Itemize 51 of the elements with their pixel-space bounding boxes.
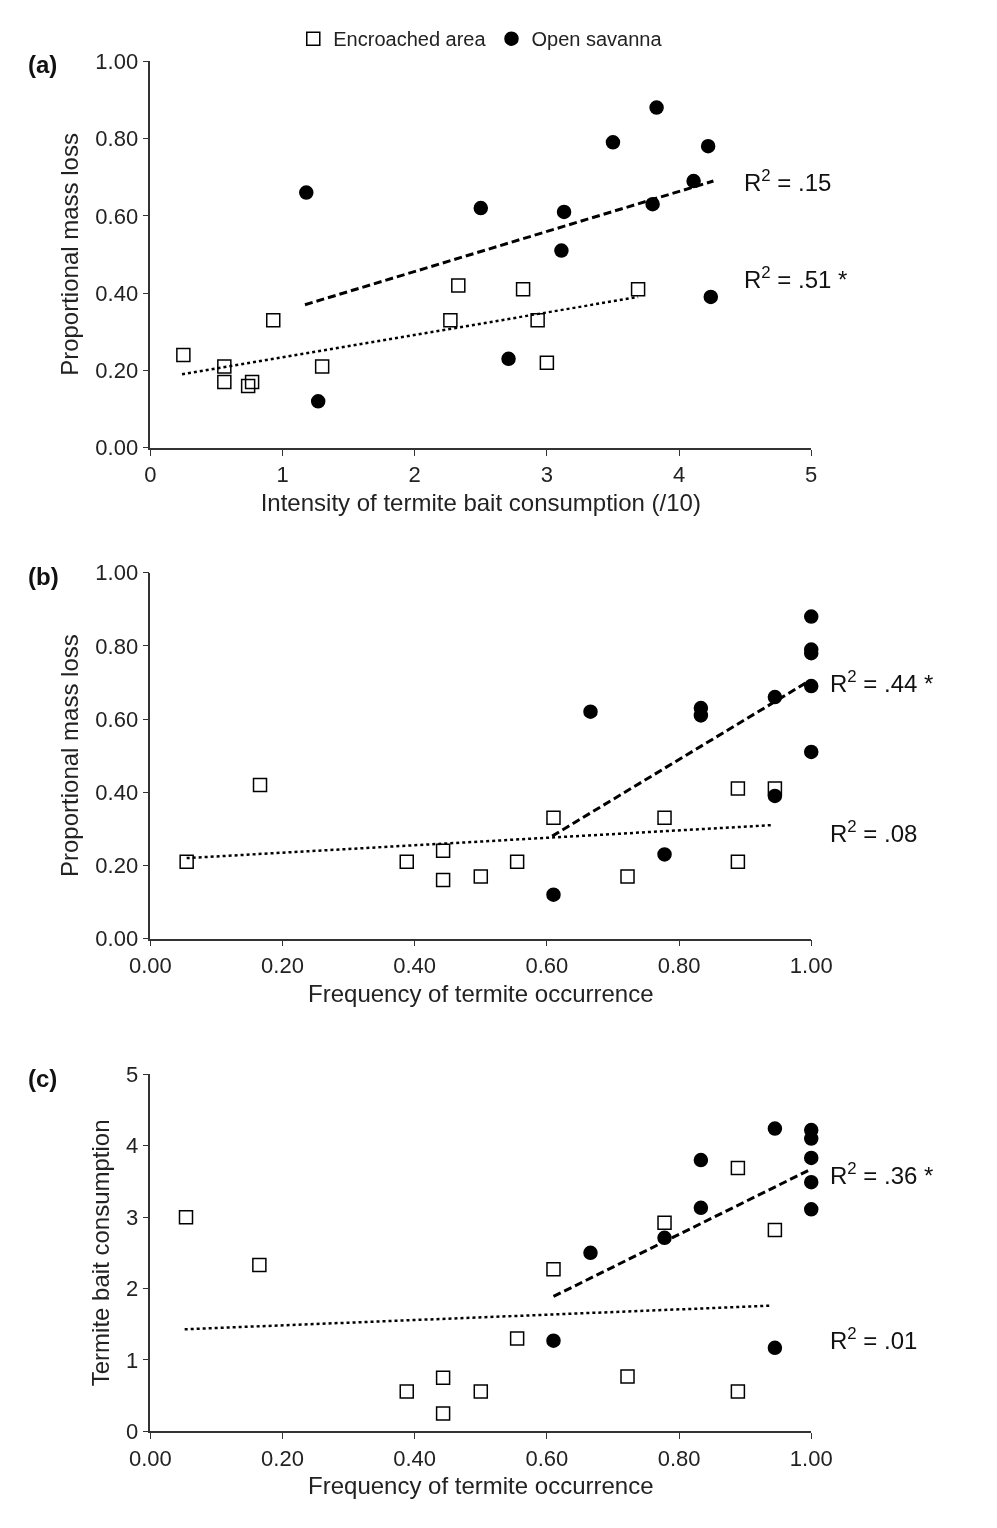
y-axis-title: Termite bait consumption	[86, 1119, 114, 1387]
x-tick-label: 2	[408, 461, 421, 487]
y-tick-label: 0.00	[95, 926, 139, 952]
x-axis-title: Frequency of termite occurrence	[308, 1472, 654, 1500]
y-axis-title: Proportional mass loss	[55, 634, 83, 878]
x-tick-label: 0	[144, 461, 157, 487]
y-tick-label: 0	[125, 1419, 139, 1445]
annotation: R$^{2}$ = .15	[744, 166, 832, 197]
y-tick-label: 2	[125, 1276, 139, 1302]
chart-title: (b)	[28, 563, 59, 590]
y-tick-label: 0.40	[95, 280, 139, 306]
x-tick-label: 1.00	[789, 1445, 833, 1471]
x-tick-label: 0.60	[525, 952, 569, 978]
x-axis-title: Intensity of termite bait consumption (/10)	[260, 488, 701, 516]
x-tick-label: 3	[540, 461, 553, 487]
y-tick-label: 5	[125, 1062, 139, 1088]
y-tick-label: 0.80	[95, 126, 139, 152]
y-tick-label: 0.20	[95, 358, 139, 384]
legend-label: Encroached area	[333, 28, 487, 51]
x-tick-label: 0.20	[261, 1445, 304, 1471]
chart-title: (a)	[28, 51, 58, 78]
x-axis-title: Frequency of termite occurrence	[308, 979, 654, 1007]
x-tick-label: 0.40	[393, 1445, 437, 1471]
x-tick-label: 0.60	[525, 1445, 569, 1471]
y-tick-label: 1.00	[95, 48, 139, 74]
y-tick-label: 0.20	[95, 853, 139, 879]
legend-label: Open savanna	[531, 28, 663, 51]
x-tick-label: 0.40	[393, 952, 437, 978]
y-tick-label: 0.00	[95, 435, 139, 461]
y-axis-title: Proportional mass loss	[55, 133, 83, 376]
x-tick-label: 0.80	[657, 1445, 701, 1471]
chart-title: (c)	[28, 1065, 58, 1092]
x-tick-label: 1	[276, 461, 289, 487]
y-tick-label: 1.00	[95, 560, 139, 586]
x-tick-label: 5	[805, 461, 818, 487]
x-tick-label: 4	[672, 461, 686, 487]
text: R$^{2}$ = .08	[830, 817, 918, 848]
y-tick-label: 0.40	[95, 779, 139, 805]
y-tick-label: 3	[125, 1204, 139, 1230]
y-tick-label: 0.60	[95, 706, 139, 732]
text: R$^{2}$ = .01	[830, 1324, 918, 1355]
text: R$^{2}$ = .36 *	[830, 1159, 934, 1190]
x-tick-label: 1.00	[789, 952, 833, 978]
y-tick-label: 4	[125, 1133, 139, 1159]
text: R$^{2}$ = .44 *	[830, 667, 934, 698]
x-tick-label: 0.20	[261, 952, 304, 978]
annotation: R$^{2}$ = .51 *	[744, 263, 848, 294]
x-tick-label: 0.80	[657, 952, 701, 978]
y-tick-label: 1	[125, 1347, 139, 1373]
y-tick-label: 0.80	[95, 633, 139, 659]
y-tick-label: 0.60	[95, 203, 139, 229]
